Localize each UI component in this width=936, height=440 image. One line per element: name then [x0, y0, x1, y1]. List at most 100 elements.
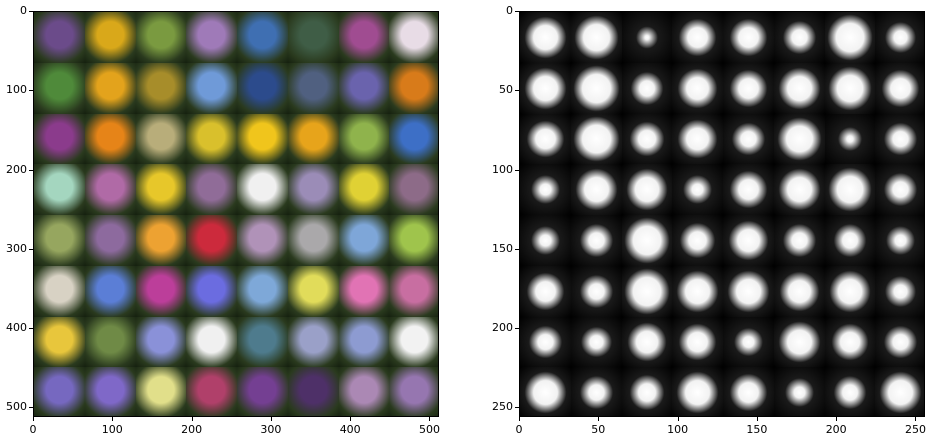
x-tick-label: 300 — [260, 423, 282, 436]
mask-thumbnail — [875, 164, 924, 215]
flower-thumbnail — [338, 164, 390, 215]
mask-thumbnail — [672, 113, 723, 165]
flower-thumbnail — [389, 62, 438, 114]
mask-thumbnail — [520, 265, 571, 317]
mask-thumbnail — [723, 316, 774, 368]
mask-thumbnail — [672, 12, 723, 63]
mask-thumbnail — [723, 12, 774, 63]
x-tick-mark — [33, 417, 34, 421]
y-tick-label: 250 — [492, 400, 513, 414]
flower-thumbnail — [186, 367, 237, 416]
flower-thumbnail — [84, 164, 136, 215]
mask-thumbnail — [570, 62, 622, 114]
flower-thumbnail — [237, 164, 288, 215]
flower-thumbnail — [237, 12, 288, 63]
mask-thumbnail — [621, 62, 673, 114]
mask-thumbnail — [875, 367, 924, 416]
mask-thumbnail — [621, 265, 673, 317]
y-tick-mark — [515, 169, 519, 171]
flower-thumbnail — [338, 265, 390, 317]
mask-thumbnail — [621, 367, 673, 416]
mask-thumbnail — [570, 316, 622, 368]
mask-thumbnail — [570, 215, 622, 266]
flower-thumbnail — [135, 12, 187, 63]
flower-thumbnail — [338, 215, 390, 266]
flower-thumbnail — [338, 367, 390, 416]
x-tick-mark — [756, 417, 758, 421]
y-tick-mark — [515, 248, 519, 250]
y-tick-label: 100 — [6, 83, 27, 97]
mask-thumbnail — [570, 265, 622, 317]
mask-thumbnail — [520, 164, 571, 215]
flower-thumbnail — [135, 316, 187, 368]
flower-thumbnail — [34, 164, 85, 215]
mask-thumbnail — [570, 164, 622, 215]
y-tick-mark — [29, 328, 33, 330]
mask-thumbnail — [875, 113, 924, 165]
mask-thumbnail — [824, 367, 876, 416]
mask-thumbnail — [824, 12, 876, 63]
mask-thumbnail — [773, 316, 825, 368]
flower-thumbnail — [389, 12, 438, 63]
flower-thumbnail — [34, 12, 85, 63]
y-tick-label: 200 — [6, 162, 27, 176]
x-tick-label: 250 — [904, 423, 926, 436]
flower-thumbnail — [186, 316, 237, 368]
y-tick-label: 500 — [6, 400, 27, 414]
flower-thumbnail — [287, 12, 339, 63]
mask-thumbnail — [520, 215, 571, 266]
x-tick-mark — [677, 417, 679, 421]
mask-thumbnail — [520, 62, 571, 114]
flower-thumbnail — [34, 215, 85, 266]
flower-thumbnail — [84, 113, 136, 165]
flower-thumbnail — [186, 113, 237, 165]
y-tick-mark — [29, 169, 33, 171]
y-tick-label: 50 — [499, 83, 513, 97]
flower-thumbnail — [84, 367, 136, 416]
mask-thumbnail — [621, 164, 673, 215]
flower-thumbnail — [287, 367, 339, 416]
flower-thumbnail — [338, 113, 390, 165]
flower-thumbnail — [287, 62, 339, 114]
y-tick-mark — [29, 11, 33, 12]
mask-thumbnail — [773, 164, 825, 215]
flower-thumbnail — [186, 62, 237, 114]
flower-thumbnail — [287, 215, 339, 266]
mask-thumbnail — [773, 113, 825, 165]
flower-thumbnail — [237, 316, 288, 368]
mask-thumbnail — [621, 113, 673, 165]
mask-thumbnail — [672, 164, 723, 215]
mask-thumbnail — [773, 265, 825, 317]
mask-thumbnail — [875, 62, 924, 114]
mask-thumbnail — [672, 265, 723, 317]
flower-thumbnail — [34, 62, 85, 114]
flower-thumbnail — [135, 113, 187, 165]
flower-thumbnail — [84, 316, 136, 368]
x-tick-mark — [350, 417, 352, 421]
y-tick-label: 200 — [492, 321, 513, 335]
x-tick-mark — [112, 417, 114, 421]
flower-thumbnail — [84, 215, 136, 266]
mask-thumbnail — [875, 265, 924, 317]
y-tick-label: 0 — [506, 4, 513, 17]
mask-thumbnail — [824, 265, 876, 317]
x-tick-mark — [915, 417, 917, 421]
y-tick-label: 150 — [492, 241, 513, 255]
x-tick-mark — [191, 417, 193, 421]
mask-thumbnail — [672, 62, 723, 114]
x-tick-mark — [270, 417, 272, 421]
mask-thumbnail — [723, 367, 774, 416]
flower-thumbnail — [287, 164, 339, 215]
flower-thumbnail — [186, 215, 237, 266]
x-tick-label: 400 — [339, 423, 361, 436]
flower-thumbnail — [135, 62, 187, 114]
mask-thumbnail — [723, 265, 774, 317]
flower-thumbnail — [237, 62, 288, 114]
flower-thumbnail — [135, 265, 187, 317]
flower-thumbnail — [389, 215, 438, 266]
mask-thumbnail — [875, 215, 924, 266]
mask-thumbnail — [672, 316, 723, 368]
flower-thumbnail — [237, 113, 288, 165]
flower-thumbnail — [287, 113, 339, 165]
flower-thumbnail — [84, 62, 136, 114]
